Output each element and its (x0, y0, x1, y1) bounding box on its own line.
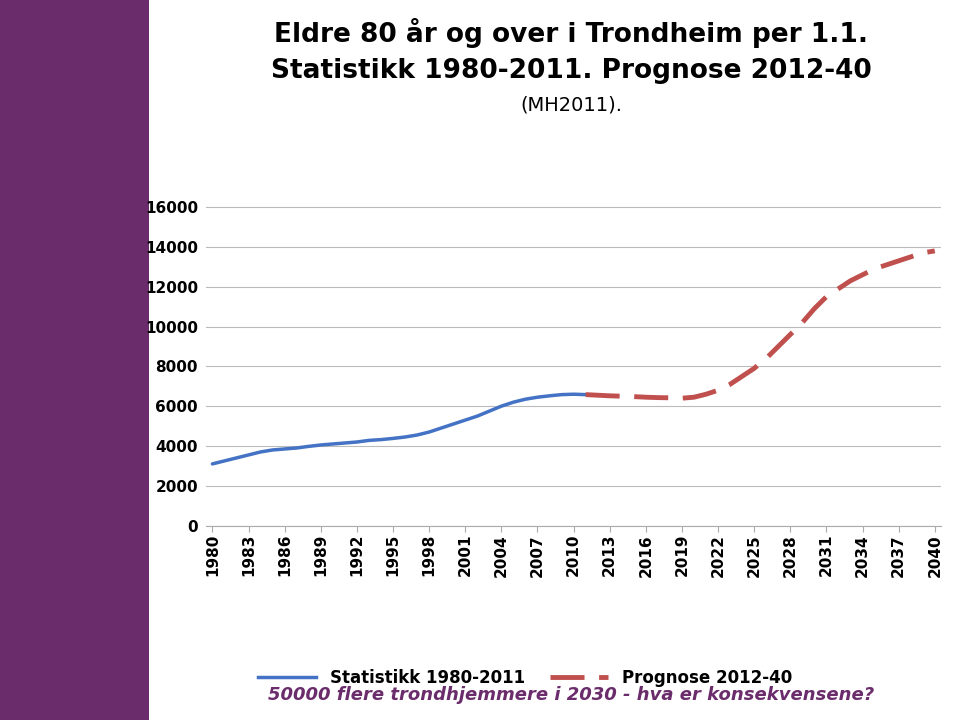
Text: (MH2011).: (MH2011). (520, 95, 622, 114)
Text: Statistikk 1980-2011. Prognose 2012-40: Statistikk 1980-2011. Prognose 2012-40 (271, 58, 872, 84)
Legend: Statistikk 1980-2011, Prognose 2012-40: Statistikk 1980-2011, Prognose 2012-40 (252, 662, 799, 694)
Text: 50000 flere trondhjemmere i 2030 - hva er konsekvensene?: 50000 flere trondhjemmere i 2030 - hva e… (268, 686, 875, 704)
Text: Eldre 80 år og over i Trondheim per 1.1.: Eldre 80 år og over i Trondheim per 1.1. (275, 18, 868, 48)
